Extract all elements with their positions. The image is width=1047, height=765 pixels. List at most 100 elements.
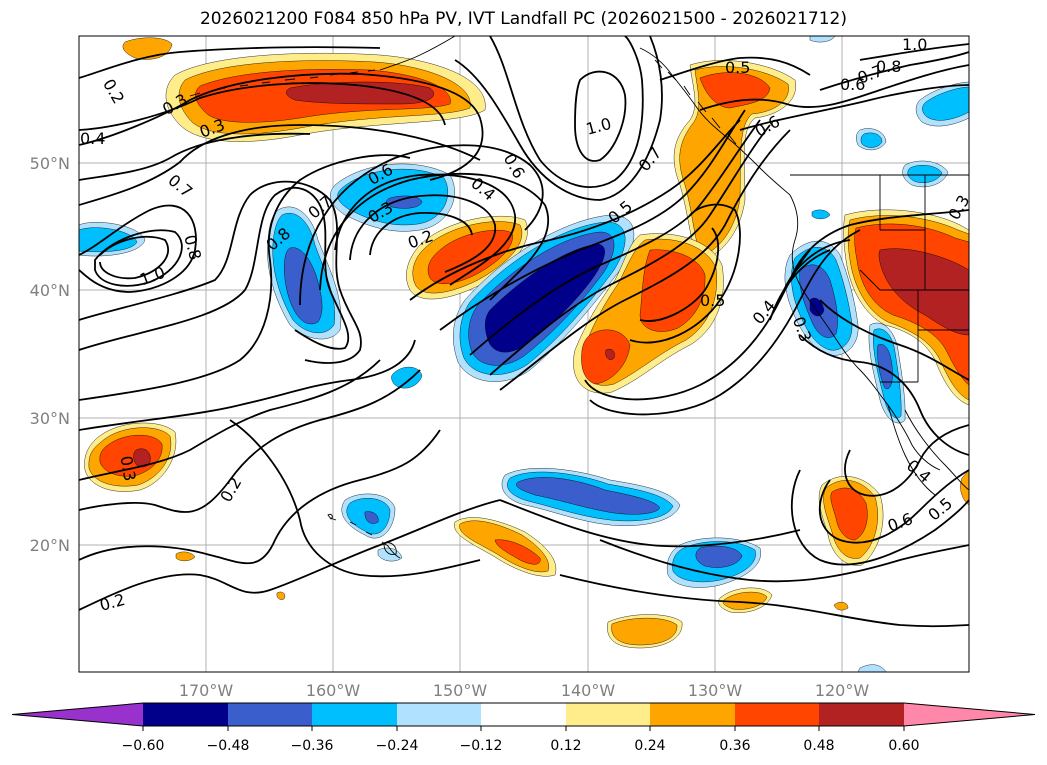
colorbar-tick-label: 0.24 xyxy=(634,738,665,754)
pos-anomaly-interior xyxy=(878,248,969,336)
contour-line xyxy=(499,129,791,391)
lon-label: 170°W xyxy=(179,681,234,700)
contour-line xyxy=(629,203,741,344)
colorbar-tick-label: 0.36 xyxy=(719,738,750,754)
contour-line xyxy=(99,236,170,280)
colorbar-tick-label: −0.36 xyxy=(291,738,334,754)
lon-axis-labels: 170°W 160°W 150°W 140°W 130°W 120°W xyxy=(179,681,870,700)
neg-anomaly-nevada xyxy=(877,344,893,390)
colorbar-extend-high xyxy=(904,703,1035,726)
contour-line xyxy=(489,36,644,188)
contour-line xyxy=(599,539,969,583)
neg-anomaly-bc xyxy=(922,86,969,121)
contour-line xyxy=(799,334,969,456)
colorbar-tick-label: −0.60 xyxy=(122,738,165,754)
colorbar-tick-label: −0.48 xyxy=(207,738,250,754)
contour-label: 0.6 xyxy=(840,75,865,94)
contour-line xyxy=(229,419,481,578)
lon-label: 150°W xyxy=(433,681,488,700)
neg-anomaly-130w-20n xyxy=(695,545,743,568)
colorbar-segment xyxy=(397,703,481,726)
coastline-bc-islands xyxy=(654,59,737,145)
map-border xyxy=(78,35,970,673)
contour-line xyxy=(79,359,381,481)
colorbar: −0.60 −0.48 −0.36 −0.24 −0.12 0.12 0.24 … xyxy=(11,702,1036,754)
coastline-alaska xyxy=(379,36,456,71)
pos-anomaly-135w xyxy=(605,348,615,360)
contour-line xyxy=(79,124,481,206)
lon-label: 130°W xyxy=(688,681,743,700)
coastline-hawaii xyxy=(327,513,333,520)
neg-anomaly-california xyxy=(809,297,825,317)
contour-line xyxy=(79,204,197,293)
contour-line xyxy=(789,209,969,281)
lat-label: 30°N xyxy=(30,409,70,428)
colorbar-segment xyxy=(650,703,735,726)
colorbar-segment xyxy=(481,703,566,726)
contour-line xyxy=(79,499,501,611)
neg-anomaly-160w xyxy=(284,247,323,325)
pos-anomaly-small xyxy=(833,601,849,611)
figure-title: 2026021200 F084 850 hPa PV, IVT Landfall… xyxy=(199,9,847,29)
contour-line xyxy=(94,229,183,287)
contour-label: 0.8 xyxy=(876,57,901,76)
coastlines xyxy=(189,36,969,559)
colorbar-segment xyxy=(312,703,397,726)
contour-line xyxy=(469,119,761,356)
contour-line xyxy=(818,469,969,544)
pos-anomaly-135w xyxy=(639,249,706,332)
coastline-hawaii xyxy=(383,542,397,555)
contour-line xyxy=(639,227,720,322)
neg-anomaly-33n xyxy=(391,366,423,389)
pos-anomaly-westpac xyxy=(99,434,163,477)
coastline-baja xyxy=(887,404,936,496)
contour-label: 0.5 xyxy=(725,58,750,77)
contour-line xyxy=(790,469,969,566)
contour-line xyxy=(79,46,381,79)
colorbar-segment xyxy=(735,703,819,726)
neg-anomaly-wa xyxy=(811,209,831,220)
colorbar-ticks xyxy=(142,726,905,731)
contour-line xyxy=(79,186,350,351)
contour-line xyxy=(439,109,746,331)
contour-line xyxy=(819,299,969,381)
neg-anomaly-small xyxy=(857,664,887,672)
neg-anomaly-155w xyxy=(337,169,448,226)
colorbar-tick-label: 0.60 xyxy=(888,738,919,754)
contour-line xyxy=(79,72,484,181)
contour-line xyxy=(369,212,473,256)
contour-line xyxy=(659,56,811,81)
lat-label: 50°N xyxy=(30,154,70,173)
coastline-hawaii xyxy=(329,517,401,559)
colorbar-tick-label: 0.48 xyxy=(803,738,834,754)
contour-label: 0.3 xyxy=(116,454,139,482)
neg-anomaly-bc xyxy=(860,132,883,148)
contour-line xyxy=(409,119,741,301)
pos-anomaly-140w-12n xyxy=(611,617,678,646)
pos-anomaly-small xyxy=(276,591,286,600)
colorbar-tick-label: 0.12 xyxy=(550,738,581,754)
colorbar-tick-label: −0.12 xyxy=(460,738,503,754)
lon-label: 160°W xyxy=(306,681,361,700)
contour-line xyxy=(574,70,627,162)
lat-axis-labels: 50°N 40°N 30°N 20°N xyxy=(30,154,70,555)
contour-line xyxy=(699,64,969,111)
colorbar-segment xyxy=(143,703,228,726)
pos-anomaly-135w xyxy=(581,329,631,385)
contour-line xyxy=(79,82,446,131)
colorbar-tick-label: −0.24 xyxy=(376,738,419,754)
neg-anomaly-23n xyxy=(516,477,661,515)
contour-line xyxy=(819,51,969,91)
coastline-alaska-islands xyxy=(189,69,376,97)
coastline-gulf xyxy=(904,409,969,491)
contour-line xyxy=(454,36,663,201)
contour-line xyxy=(79,339,416,431)
contour-line xyxy=(79,369,421,513)
lat-label: 20°N xyxy=(30,536,70,555)
map-panel: 0.2 0.3 0.3 0.4 0.7 0.8 1.0 0.8 0.7 0.6 … xyxy=(78,35,974,673)
contour-label: 0.5 xyxy=(700,291,725,310)
contour-line xyxy=(299,144,544,306)
pos-anomaly-coast xyxy=(679,66,789,257)
neg-anomaly-hawaii xyxy=(364,511,379,524)
